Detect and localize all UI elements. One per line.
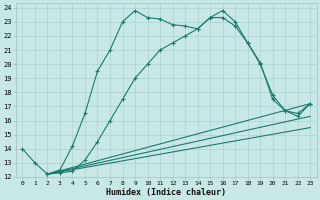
X-axis label: Humidex (Indice chaleur): Humidex (Indice chaleur) — [106, 188, 226, 197]
